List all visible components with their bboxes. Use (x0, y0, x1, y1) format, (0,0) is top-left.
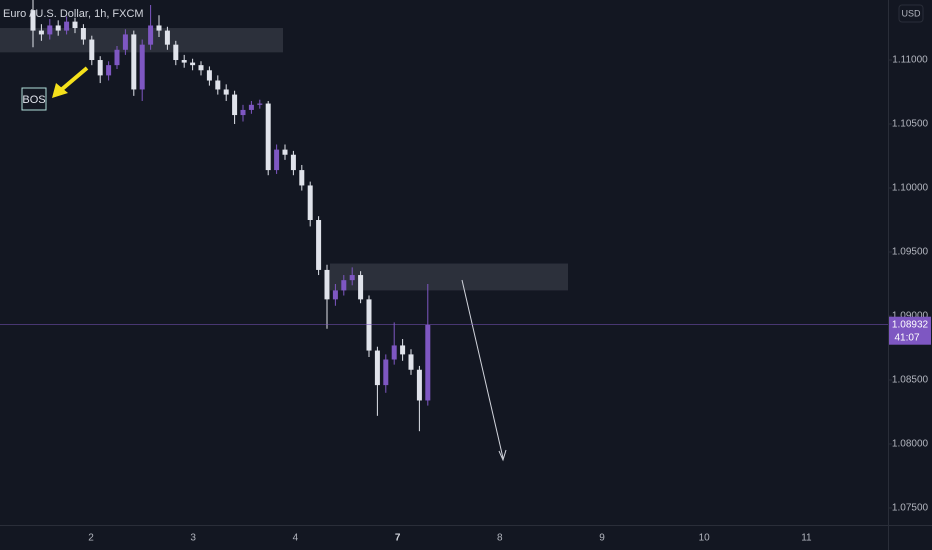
candle-body (198, 65, 204, 71)
candle-body (139, 44, 145, 90)
currency-button[interactable] (898, 4, 924, 23)
supply-zone (330, 263, 568, 291)
candle-body (349, 275, 355, 281)
candle-body (274, 149, 280, 171)
x-tick-label: 2 (88, 533, 94, 544)
x-tick-label: 7 (395, 533, 401, 544)
candle-body (89, 39, 95, 61)
candle-body (215, 80, 221, 90)
candle-body (316, 220, 322, 270)
candle-body (106, 65, 112, 76)
candle-body (248, 104, 254, 110)
candles (30, 0, 431, 432)
x-tick-label: 4 (293, 533, 299, 544)
candle-body (341, 280, 347, 291)
projection-arrow (461, 279, 504, 459)
candle-body (131, 34, 137, 90)
candle-body (206, 70, 212, 81)
candle-body (148, 25, 154, 45)
candle-body (391, 345, 397, 360)
y-tick-label: 1.07500 (892, 503, 929, 514)
x-tick-label: 8 (497, 533, 503, 544)
annotation-label: BOS (22, 94, 45, 106)
candle-body (408, 354, 414, 370)
candle-body (307, 185, 313, 221)
candle-body (114, 49, 120, 66)
y-tick-label: 1.08000 (892, 439, 929, 450)
candle-body (299, 170, 305, 186)
zones (0, 28, 568, 291)
candle-body (72, 21, 78, 29)
candle-body (265, 103, 271, 171)
x-tick-label: 9 (599, 533, 605, 544)
candle-body (181, 60, 187, 63)
x-tick-label: 10 (699, 533, 711, 544)
candle-body (240, 109, 246, 116)
candle-body (383, 359, 389, 386)
candle-body (97, 60, 103, 76)
annotation-box (21, 87, 47, 111)
candle-body (358, 275, 364, 300)
y-tick-label: 1.09500 (892, 247, 929, 258)
annotation-arrow (59, 66, 89, 92)
candle-body (156, 25, 162, 31)
candle-body (47, 25, 53, 35)
candle-body (374, 350, 380, 386)
candle-body (425, 324, 431, 401)
x-tick-label: 3 (190, 533, 196, 544)
candle-body (55, 25, 61, 31)
candle-body (173, 44, 179, 61)
y-tick-label: 1.09000 (892, 311, 929, 322)
candle-body (232, 94, 238, 116)
x-tick-label: 11 (801, 533, 812, 544)
candle-body (38, 30, 44, 35)
candle-body (290, 154, 296, 171)
candle-body (332, 290, 338, 300)
current-price-box (889, 316, 931, 345)
y-tick-label: 1.08500 (892, 375, 929, 386)
candle-body (282, 149, 288, 155)
y-tick-label: 1.11000 (892, 55, 928, 66)
countdown-label: 41:07 (894, 332, 919, 343)
candle-body (190, 62, 196, 66)
annotation-arrow-head (52, 83, 68, 98)
candle-body (416, 369, 422, 401)
current-price-label: 1.08932 (892, 319, 929, 330)
candle-body (80, 28, 86, 40)
chart-title: Euro / U.S. Dollar, 1h, FXCM (3, 8, 144, 20)
y-tick-label: 1.10500 (892, 119, 929, 130)
candle-body (122, 34, 128, 50)
candle-body (400, 345, 406, 355)
currency-label[interactable]: USD (901, 8, 921, 18)
candle-body (64, 21, 70, 31)
y-tick-label: 1.10000 (892, 183, 929, 194)
projection-arrow-head (498, 449, 507, 462)
candle-body (223, 89, 229, 95)
candle-body (30, 10, 36, 31)
candle-body (324, 269, 330, 300)
candle-body (257, 103, 263, 105)
candle-body (164, 30, 170, 45)
